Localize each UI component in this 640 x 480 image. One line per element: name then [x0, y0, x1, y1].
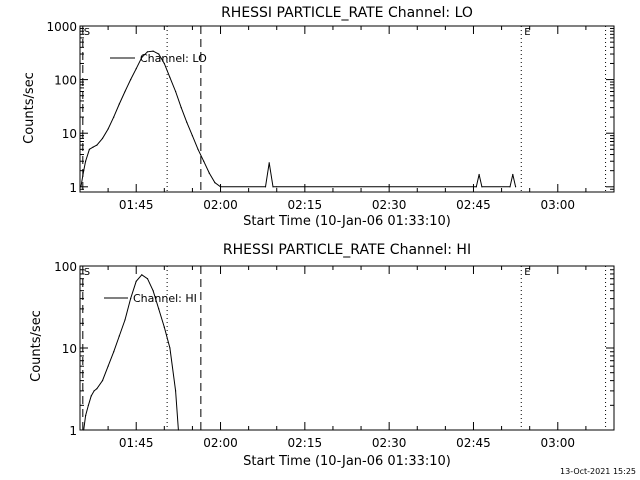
- lo-data-point: [113, 116, 115, 118]
- lo-x-tick-label: 02:30: [372, 198, 407, 212]
- hi-data-point: [93, 390, 95, 392]
- hi-data-point: [85, 415, 87, 417]
- lo-plot-frame: [79, 25, 615, 193]
- lo-chart-title: RHESSI PARTICLE_RATE Channel: LO: [221, 5, 473, 21]
- lo-y-tick-label: 100: [54, 74, 77, 88]
- hi-data-point: [96, 388, 98, 390]
- hi-data-point: [141, 274, 143, 276]
- lo-data-point: [130, 79, 132, 81]
- hi-data-point: [175, 390, 177, 392]
- hi-data-point: [177, 429, 179, 431]
- hi-data-point: [83, 429, 85, 431]
- hi-x-tick-label: 01:45: [119, 436, 154, 450]
- lo-data-point: [475, 186, 477, 188]
- hi-channel-panel: RHESSI PARTICLE_RATE Channel: HI Counts/…: [29, 242, 615, 469]
- lo-data-point: [214, 182, 216, 184]
- lo-data-point: [118, 103, 120, 105]
- hi-data-point: [169, 347, 171, 349]
- lo-legend-label: Channel: LO: [140, 52, 207, 65]
- lo-data-point: [481, 186, 483, 188]
- lo-y-tick-label: 10: [62, 127, 77, 141]
- lo-x-tick-label: 03:00: [540, 198, 575, 212]
- hi-y-tick-label: 10: [62, 342, 77, 356]
- hi-x-tick-label: 02:15: [288, 436, 323, 450]
- lo-data-point: [512, 173, 514, 176]
- hi-data-point: [113, 351, 115, 353]
- lo-x-tick-label: 02:15: [288, 198, 323, 212]
- hi-data-point: [158, 308, 160, 310]
- lo-data-point: [197, 148, 199, 150]
- hi-end-marker-label: E: [524, 267, 530, 278]
- lo-data-point: [107, 128, 109, 130]
- hi-chart-title: RHESSI PARTICLE_RATE Channel: HI: [223, 242, 471, 258]
- lo-data-point: [96, 144, 98, 146]
- lo-data-point: [163, 62, 165, 65]
- lo-x-tick-label: 02:45: [456, 198, 491, 212]
- hi-data-point: [87, 404, 89, 406]
- hi-data-point: [152, 290, 154, 292]
- lo-y-tick-label: 1: [69, 181, 77, 195]
- lo-x-axis-label: Start Time (10-Jan-06 01:33:10): [243, 214, 451, 229]
- lo-x-tick-label: 01:45: [119, 198, 154, 212]
- hi-data-point: [90, 395, 92, 397]
- lo-end-marker-label: E: [524, 27, 530, 38]
- lo-data-point: [158, 53, 160, 55]
- hi-data-point: [163, 326, 165, 328]
- hi-y-tick-label: 1: [69, 424, 77, 438]
- lo-data-point: [101, 137, 104, 139]
- hi-x-tick-label: 02:00: [203, 436, 238, 450]
- lo-data-point: [146, 51, 149, 53]
- hi-data-point: [118, 335, 120, 337]
- lo-data-point: [219, 186, 222, 188]
- lo-data-point: [515, 186, 517, 188]
- lo-data-point: [85, 160, 87, 162]
- lo-x-tick-label: 02:00: [203, 198, 238, 212]
- lo-data-point: [152, 50, 154, 52]
- lo-data-point: [88, 148, 90, 150]
- hi-x-tick-label: 02:30: [372, 436, 407, 450]
- lo-data-point: [124, 90, 126, 93]
- lo-legend: Channel: LO: [110, 52, 207, 65]
- lo-data-point: [135, 68, 137, 70]
- lo-data-point: [208, 172, 210, 174]
- hi-x-axis-label: Start Time (10-Jan-06 01:33:10): [243, 454, 451, 469]
- hi-x-tick-label: 02:45: [456, 436, 491, 450]
- lo-data-point: [186, 121, 188, 123]
- generation-timestamp: 13-Oct-2021 15:25: [560, 467, 636, 476]
- lo-data-point: [83, 170, 85, 172]
- lo-data-point: [141, 56, 143, 59]
- hi-data-point: [135, 280, 137, 282]
- lo-data-point: [80, 186, 82, 188]
- lo-y-tick-label: 1000: [46, 20, 77, 34]
- hi-data-point: [107, 365, 109, 367]
- lo-data-point: [191, 135, 193, 137]
- hi-start-marker-label: S: [84, 267, 90, 278]
- lo-series-line: [80, 50, 517, 188]
- lo-data-point: [180, 107, 182, 109]
- hi-x-tick-label: 03:00: [540, 436, 575, 450]
- lo-data-point: [92, 146, 94, 148]
- hi-y-axis-label: Counts/sec: [29, 310, 44, 382]
- lo-data-point: [478, 173, 480, 176]
- hi-legend-label: Channel: HI: [133, 292, 197, 305]
- lo-y-axis-label: Counts/sec: [22, 72, 37, 144]
- hi-data-point: [130, 298, 132, 300]
- lo-channel-panel: RHESSI PARTICLE_RATE Channel: LO Counts/…: [22, 5, 615, 229]
- hi-data-point: [124, 319, 126, 321]
- hi-data-point: [101, 380, 104, 382]
- hi-data-point: [146, 278, 149, 280]
- hi-y-tick-label: 100: [54, 260, 77, 274]
- lo-data-point: [509, 186, 511, 188]
- lo-data-point: [268, 162, 270, 164]
- lo-data-point: [276, 186, 278, 188]
- lo-data-point: [203, 160, 205, 162]
- lo-data-point: [264, 186, 267, 188]
- hi-legend: Channel: HI: [104, 292, 197, 305]
- lo-data-point: [175, 90, 177, 93]
- lo-start-marker-label: S: [84, 27, 90, 38]
- lo-data-point: [272, 186, 274, 188]
- lo-data-point: [169, 76, 171, 78]
